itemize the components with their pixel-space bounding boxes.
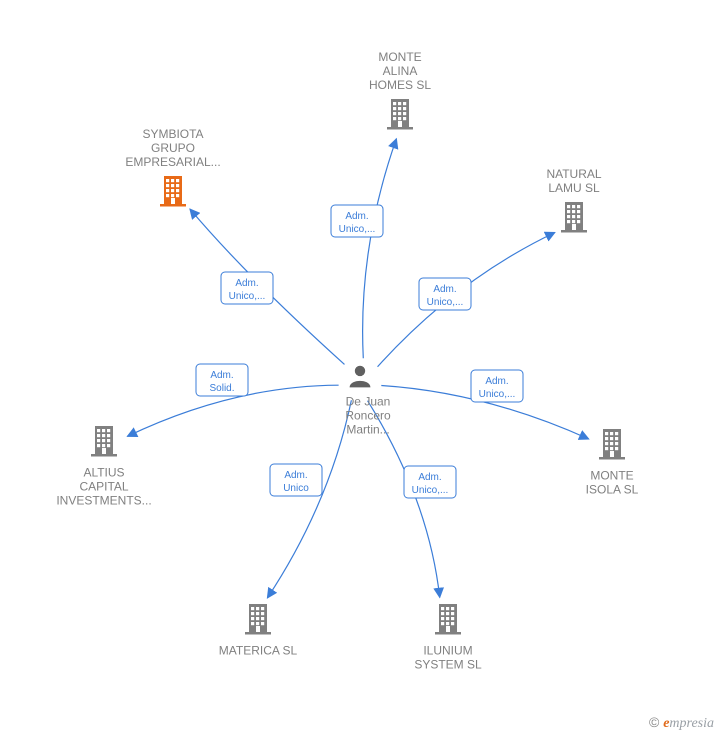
node-altius[interactable]: ALTIUSCAPITALINVESTMENTS... [56,426,151,508]
node-label-natural_lamu-1: LAMU SL [548,181,600,195]
node-label-natural_lamu-0: NATURAL [546,167,601,181]
node-monte_isola[interactable]: MONTEISOLA SL [586,429,639,497]
edge-label-text-symbiota-0: Adm. [235,278,258,289]
node-label-altius-1: CAPITAL [79,480,128,494]
building-icon [91,426,117,457]
node-label-monte_isola-0: MONTE [590,469,633,483]
edge-label-text-monte_alina-1: Unico,... [339,224,376,235]
node-label-monte_alina-2: HOMES SL [369,78,431,92]
node-monte_alina[interactable]: MONTEALINAHOMES SL [369,50,431,130]
edge-label-text-ilunium-0: Adm. [418,472,441,483]
edge-label-text-natural_lamu-1: Unico,... [427,297,464,308]
nodes: SYMBIOTAGRUPOEMPRESARIAL...MONTEALINAHOM… [56,50,638,672]
center-label-1: Roncero [345,409,391,423]
edge-label-text-ilunium-1: Unico,... [412,485,449,496]
building-icon [387,99,413,130]
node-label-symbiota-2: EMPRESARIAL... [125,155,220,169]
person-icon [350,366,371,388]
edge-label-text-altius-0: Adm. [210,370,233,381]
building-icon [599,429,625,460]
node-label-monte_isola-1: ISOLA SL [586,483,639,497]
node-label-symbiota-1: GRUPO [151,141,195,155]
center-label-0: De Juan [346,395,391,409]
edge-label-text-symbiota-1: Unico,... [229,291,266,302]
edge-label-text-materica-1: Unico [283,483,309,494]
node-label-altius-2: INVESTMENTS... [56,494,151,508]
node-label-monte_alina-0: MONTE [378,50,421,64]
edge-monte_alina [363,139,397,359]
building-icon [561,202,587,233]
edge-label-text-altius-1: Solid. [209,383,234,394]
watermark: © empresia [649,714,714,732]
node-label-monte_alina-1: ALINA [383,64,418,78]
building-icon [160,176,186,207]
node-ilunium[interactable]: ILUNIUMSYSTEM SL [414,604,482,672]
copyright-symbol: © [649,714,659,730]
node-label-materica-0: MATERICA SL [219,644,298,658]
building-icon [245,604,271,635]
edge-labels: Adm. Unico,... Adm. Unico,... Adm. Unico,... A… [196,205,523,498]
center-label-2: Martin... [346,423,389,437]
brand-rest: mpresia [669,716,714,731]
edge-label-text-monte_alina-0: Adm. [345,211,368,222]
edge-label-text-monte_isola-1: Unico,... [479,389,516,400]
node-label-altius-0: ALTIUS [83,466,124,480]
building-icon [435,604,461,635]
node-materica[interactable]: MATERICA SL [219,604,298,658]
edge-label-text-monte_isola-0: Adm. [485,376,508,387]
edge-label-text-natural_lamu-0: Adm. [433,284,456,295]
node-label-symbiota-0: SYMBIOTA [142,127,203,141]
node-label-ilunium-0: ILUNIUM [423,644,472,658]
center-person[interactable]: De JuanRonceroMartin... [345,366,391,437]
node-natural_lamu[interactable]: NATURALLAMU SL [546,167,601,233]
edge-label-text-materica-0: Adm. [284,470,307,481]
node-symbiota[interactable]: SYMBIOTAGRUPOEMPRESARIAL... [125,127,220,207]
node-label-ilunium-1: SYSTEM SL [414,658,482,672]
edge-materica [267,400,351,598]
